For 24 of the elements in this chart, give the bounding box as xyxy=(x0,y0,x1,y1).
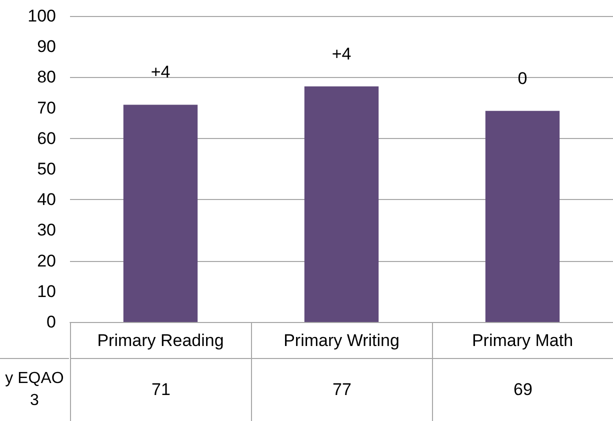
y-tick-label: 50 xyxy=(37,160,56,178)
data-label: 71 xyxy=(70,358,251,421)
y-tick-label: 100 xyxy=(28,6,56,26)
x-tick-label: Primary Math xyxy=(472,331,574,350)
annotation: +4 xyxy=(332,44,352,64)
y-tick-label: 0 xyxy=(46,312,56,332)
data-label: 77 xyxy=(251,358,432,421)
x-tick-label: Primary Reading xyxy=(97,331,224,350)
y-tick-label: 30 xyxy=(37,220,56,240)
text: y EQAO 3 xyxy=(0,358,69,421)
y-tick-label: 90 xyxy=(37,37,56,56)
y-tick-label: 10 xyxy=(37,282,56,301)
y-tick-label: 70 xyxy=(37,98,56,118)
bar xyxy=(485,110,560,322)
annotation: 0 xyxy=(518,68,528,88)
bar xyxy=(304,86,379,322)
annotation: +4 xyxy=(150,62,170,82)
y-tick-label: 20 xyxy=(37,251,56,270)
y-tick-label: 60 xyxy=(37,128,56,148)
y-tick-label: 40 xyxy=(37,190,56,210)
bar xyxy=(123,104,198,322)
x-tick-label: Primary Writing xyxy=(284,331,400,350)
data-label: 69 xyxy=(432,358,613,421)
y-tick-label: 80 xyxy=(37,68,56,87)
